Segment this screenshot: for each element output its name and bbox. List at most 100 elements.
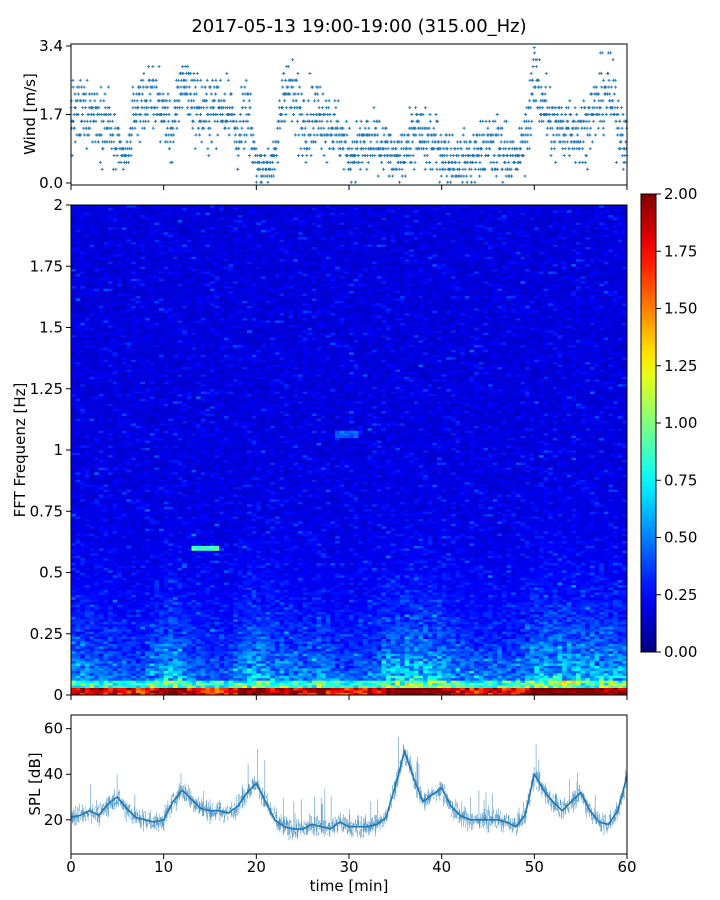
spectrogram-cell (80, 606, 86, 610)
spectrogram-cell (71, 506, 76, 510)
spectrogram-cell (149, 538, 155, 541)
spectrogram-cell (89, 393, 95, 397)
spectrogram-cell (84, 332, 90, 336)
spectrogram-cell (154, 271, 160, 274)
spectrogram-cell (75, 548, 81, 551)
spectrogram-cell (159, 611, 165, 615)
spectrogram-cell (121, 499, 127, 502)
spectrogram-cell (149, 246, 155, 250)
spectrogram-cell (177, 307, 183, 311)
spectrogram-cell (135, 396, 141, 399)
spectrogram-cell (84, 396, 90, 399)
spectrogram-cell (135, 219, 141, 223)
spectrogram-cell (71, 227, 76, 230)
spectrogram-cell (108, 548, 114, 551)
spectrogram-cell (98, 454, 104, 458)
spectrogram-cell (145, 374, 151, 377)
spectrogram-cell (94, 354, 100, 358)
spectrogram-cell (94, 535, 100, 539)
spectrogram-cell (80, 276, 86, 279)
spectrogram-cell (154, 391, 160, 394)
spectrogram-cell (168, 545, 174, 549)
spectrogram-cell (112, 347, 118, 350)
spectrogram-cell (182, 660, 188, 664)
spectrogram-cell (80, 658, 86, 662)
spectrogram-cell (103, 499, 109, 502)
spectrogram-cell (94, 457, 100, 461)
spectrogram-cell (126, 518, 132, 522)
spectrogram-cell (126, 209, 132, 213)
spectrogram-cell (84, 599, 90, 603)
spectrogram-cell (172, 376, 178, 380)
spectrogram-cell (121, 383, 127, 387)
spectrogram-cell (117, 655, 123, 659)
spectrogram-cell (94, 369, 100, 372)
spectrogram-cell (84, 254, 90, 257)
spectrogram-cell (71, 303, 76, 306)
spectrogram-cell (103, 675, 109, 679)
spectrogram-cell (98, 209, 104, 213)
spectrogram-cell (103, 290, 109, 294)
spectrogram-cell (103, 543, 109, 546)
spectrogram-cell (75, 371, 81, 375)
spectrogram-cell (117, 543, 123, 546)
spectrogram-cell (98, 601, 104, 605)
spectrogram-cell (177, 410, 183, 414)
spectrogram-cell (145, 280, 151, 284)
spectrogram-cell (98, 665, 104, 669)
spectrogram-cell (177, 437, 183, 441)
spectrogram-cell (98, 437, 104, 441)
spectrogram-cell (154, 491, 160, 495)
spectrogram-cell (89, 582, 95, 586)
spectrogram-cell (140, 516, 146, 519)
spectrogram-cell (140, 356, 146, 360)
spectrogram-cell (98, 631, 104, 635)
spectrogram-cell (135, 325, 141, 328)
spectrogram-cell (117, 450, 123, 453)
spectrogram-cell (71, 577, 76, 581)
spectrogram-cell (154, 364, 160, 368)
spectrogram-cell (149, 236, 155, 240)
spectrogram-cell (159, 489, 165, 492)
spectrogram-cell (121, 572, 127, 576)
spectrogram-cell (112, 317, 118, 321)
spectrogram-cell (140, 638, 146, 642)
spectrogram-cell (121, 254, 127, 257)
spectrogram-cell (145, 511, 151, 515)
spectrogram-cell (177, 494, 183, 497)
spectrogram-cell (168, 418, 174, 421)
spectrogram-cell (149, 445, 155, 448)
spectrogram-cell (71, 621, 76, 625)
spectrogram-cell (94, 687, 100, 691)
spectrogram-cell (140, 660, 146, 664)
spectrogram-cell (154, 224, 160, 228)
spectrogram-cell (182, 464, 188, 468)
spectrogram-cell (98, 574, 104, 578)
spectrogram-cell (149, 658, 155, 662)
spectrogram-cell (89, 374, 95, 377)
spectrogram-cell (163, 293, 169, 296)
spectrogram-cell (98, 315, 104, 319)
spectrogram-cell (71, 352, 76, 355)
spectrogram-cell (84, 633, 90, 637)
spectrogram-cell (172, 344, 178, 348)
spectrogram-cell (140, 452, 146, 456)
spectrogram-cell (154, 386, 160, 390)
spectrogram-cell (71, 601, 76, 605)
spectrogram-cell (84, 675, 90, 679)
spectrogram-cell (163, 530, 169, 534)
spectrogram-cell (163, 572, 169, 576)
spectrogram-cell (89, 641, 95, 644)
spectrogram-cell (168, 660, 174, 664)
spectrogram-cell (121, 356, 127, 360)
spectrogram-cell (159, 427, 165, 431)
spectrogram-cell (80, 638, 86, 642)
spectrogram-cell (103, 508, 109, 512)
spectrogram-cell (112, 636, 118, 639)
spectrogram-cell (163, 442, 169, 446)
spectrogram-cell (94, 224, 100, 228)
spectrogram-cell (80, 273, 86, 277)
spectrogram-cell (154, 687, 160, 691)
spectrogram-cell (154, 307, 160, 311)
spectrogram-cell (80, 303, 86, 306)
